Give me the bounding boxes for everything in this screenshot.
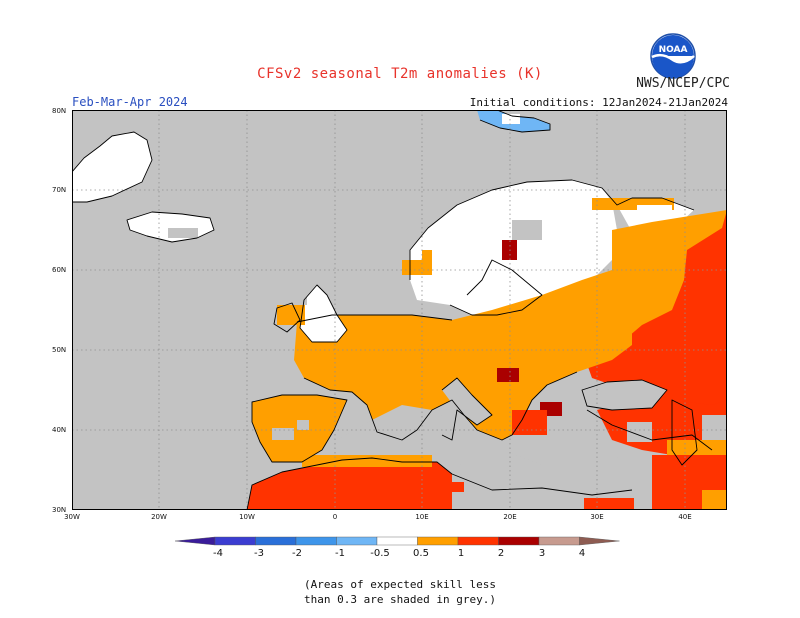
- colorbar-cells: [175, 536, 620, 546]
- north-africa-coast: [246, 457, 633, 510]
- north-africa-orange-band: [302, 455, 432, 467]
- libya-grey: [452, 470, 572, 510]
- colorbar-cell-9: [538, 536, 580, 546]
- greenland-coast: [72, 131, 153, 203]
- initial-conditions-label: Initial conditions: 12Jan2024-21Jan2024: [469, 96, 728, 109]
- colorbar-cell-3: [295, 536, 337, 546]
- arabia-orange: [702, 490, 727, 510]
- svalbard-coast: [477, 110, 551, 133]
- ireland-coast: [273, 302, 301, 333]
- agency-label: NWS/NCEP/CPC: [636, 76, 730, 91]
- colorbar-cell-0: [175, 536, 216, 546]
- north-africa-red: [247, 458, 452, 510]
- coastlines: [72, 110, 713, 510]
- britain-coast: [299, 284, 348, 343]
- lat-label-60n: 60N: [52, 266, 67, 274]
- lat-label-30n: 30N: [52, 506, 67, 514]
- map-title: CFSv2 seasonal T2m anomalies (K): [257, 66, 543, 82]
- iberia-grey-2: [297, 420, 309, 430]
- lon-label-30w: 30W: [64, 513, 80, 521]
- map-gridlines: [72, 110, 727, 510]
- lon-label-20e: 20E: [503, 513, 517, 521]
- noaa-logo-icon: NOAA: [650, 33, 696, 79]
- lat-label-80n: 80N: [52, 107, 67, 115]
- colorbar-label-neg4: -4: [213, 548, 223, 559]
- iberia-coast: [251, 394, 348, 463]
- svalbard-white: [502, 114, 520, 124]
- egypt-red: [584, 498, 634, 510]
- lon-label-10w: 10W: [239, 513, 255, 521]
- caspian-coast: [671, 399, 698, 466]
- skill-note-line1: (Areas of expected skill less: [303, 578, 497, 591]
- colorbar-label-neg0p5: -0.5: [370, 548, 390, 559]
- iceland-grey: [168, 228, 198, 238]
- lat-label-50n: 50N: [52, 346, 67, 354]
- lon-label-10e: 10E: [415, 513, 429, 521]
- lon-label-30e: 30E: [590, 513, 604, 521]
- greece-red: [512, 410, 547, 435]
- europe-coast: [296, 314, 578, 441]
- lon-label-0: 0: [332, 513, 338, 521]
- finland-grey: [512, 220, 542, 240]
- skill-note: (Areas of expected skill less than 0.3 a…: [0, 577, 800, 607]
- iberia-grey-1: [272, 428, 294, 440]
- colorbar-label-1: 1: [457, 548, 465, 559]
- colorbar-label-3: 3: [538, 548, 546, 559]
- baltic-coast: [449, 259, 543, 316]
- colorbar-cell-1: [214, 536, 256, 546]
- italy-coast: [441, 377, 493, 441]
- lat-label-70n: 70N: [52, 186, 67, 194]
- blacksea-grey: [582, 380, 667, 410]
- scand-orange-2: [422, 250, 432, 262]
- kola-white-patch: [637, 205, 672, 215]
- colorbar-cell-8: [498, 536, 540, 546]
- colorbar-cell-7: [457, 536, 499, 546]
- colorbar-cell-6: [417, 536, 459, 546]
- turkey-grey-1: [627, 422, 652, 442]
- britain-orange: [277, 305, 305, 325]
- scand-orange-1: [402, 260, 432, 275]
- skill-note-line2: than 0.3 are shaded in grey.): [303, 593, 497, 606]
- season-label: Feb-Mar-Apr 2024: [72, 95, 188, 109]
- libya-red: [444, 482, 464, 492]
- europe-orange: [294, 270, 632, 440]
- adriatic-grey: [442, 378, 492, 425]
- anomaly-map: [72, 110, 727, 510]
- lon-label-20w: 20W: [151, 513, 167, 521]
- balkan-dark-1: [497, 368, 519, 382]
- colorbar-label-0p5: 0.5: [413, 548, 429, 559]
- colorbar-cell-2: [255, 536, 297, 546]
- russia-red: [582, 210, 727, 420]
- finland-dark: [502, 240, 517, 260]
- colorbar-label-neg2: -2: [292, 548, 302, 559]
- turkey-grey-2: [702, 415, 727, 440]
- scotland-grey: [287, 290, 307, 305]
- iceland-coast: [126, 211, 215, 243]
- colorbar: [175, 536, 620, 546]
- greenland-white: [72, 132, 152, 202]
- colorbar-label-4: 4: [578, 548, 586, 559]
- map-frame: [72, 110, 727, 510]
- colorbar-cell-5: [376, 536, 418, 546]
- colorbar-label-2: 2: [497, 548, 505, 559]
- turkey-coast: [586, 409, 713, 451]
- logo-text: NOAA: [659, 45, 688, 55]
- scandinavia-coast: [409, 179, 695, 280]
- colorbar-cell-10: [579, 536, 620, 546]
- britain-white: [300, 285, 347, 342]
- blacksea-coast: [581, 379, 668, 411]
- colorbar-label-neg3: -3: [254, 548, 264, 559]
- levant-grey: [592, 465, 652, 500]
- colorbar-cell-4: [336, 536, 378, 546]
- lat-label-40n: 40N: [52, 426, 67, 434]
- colorbar-label-neg1: -1: [335, 548, 345, 559]
- lon-label-40e: 40E: [678, 513, 692, 521]
- anomaly-fields: [72, 110, 727, 510]
